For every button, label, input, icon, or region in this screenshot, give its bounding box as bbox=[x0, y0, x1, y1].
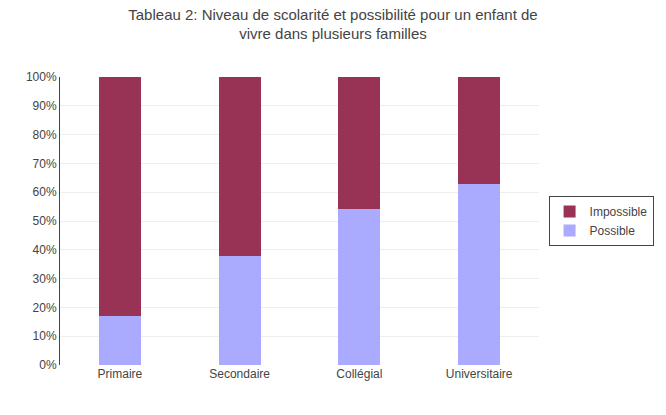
svg-text:40%: 40% bbox=[33, 243, 57, 257]
svg-text:Primaire: Primaire bbox=[98, 367, 143, 381]
svg-text:90%: 90% bbox=[33, 99, 57, 113]
svg-text:Impossible: Impossible bbox=[590, 205, 648, 219]
svg-text:Universitaire: Universitaire bbox=[446, 367, 513, 381]
svg-text:100%: 100% bbox=[26, 70, 57, 84]
svg-text:60%: 60% bbox=[33, 185, 57, 199]
svg-text:80%: 80% bbox=[33, 128, 57, 142]
svg-text:70%: 70% bbox=[33, 157, 57, 171]
svg-text:Collégial: Collégial bbox=[336, 367, 382, 381]
svg-text:50%: 50% bbox=[33, 214, 57, 228]
svg-text:20%: 20% bbox=[33, 301, 57, 315]
svg-text:Tableau 2: Niveau de scolarité: Tableau 2: Niveau de scolarité et possib… bbox=[128, 6, 537, 43]
svg-text:Possible: Possible bbox=[590, 224, 636, 238]
svg-text:0%: 0% bbox=[39, 358, 57, 372]
svg-text:10%: 10% bbox=[33, 329, 57, 343]
svg-text:30%: 30% bbox=[33, 272, 57, 286]
svg-text:Secondaire: Secondaire bbox=[209, 367, 270, 381]
